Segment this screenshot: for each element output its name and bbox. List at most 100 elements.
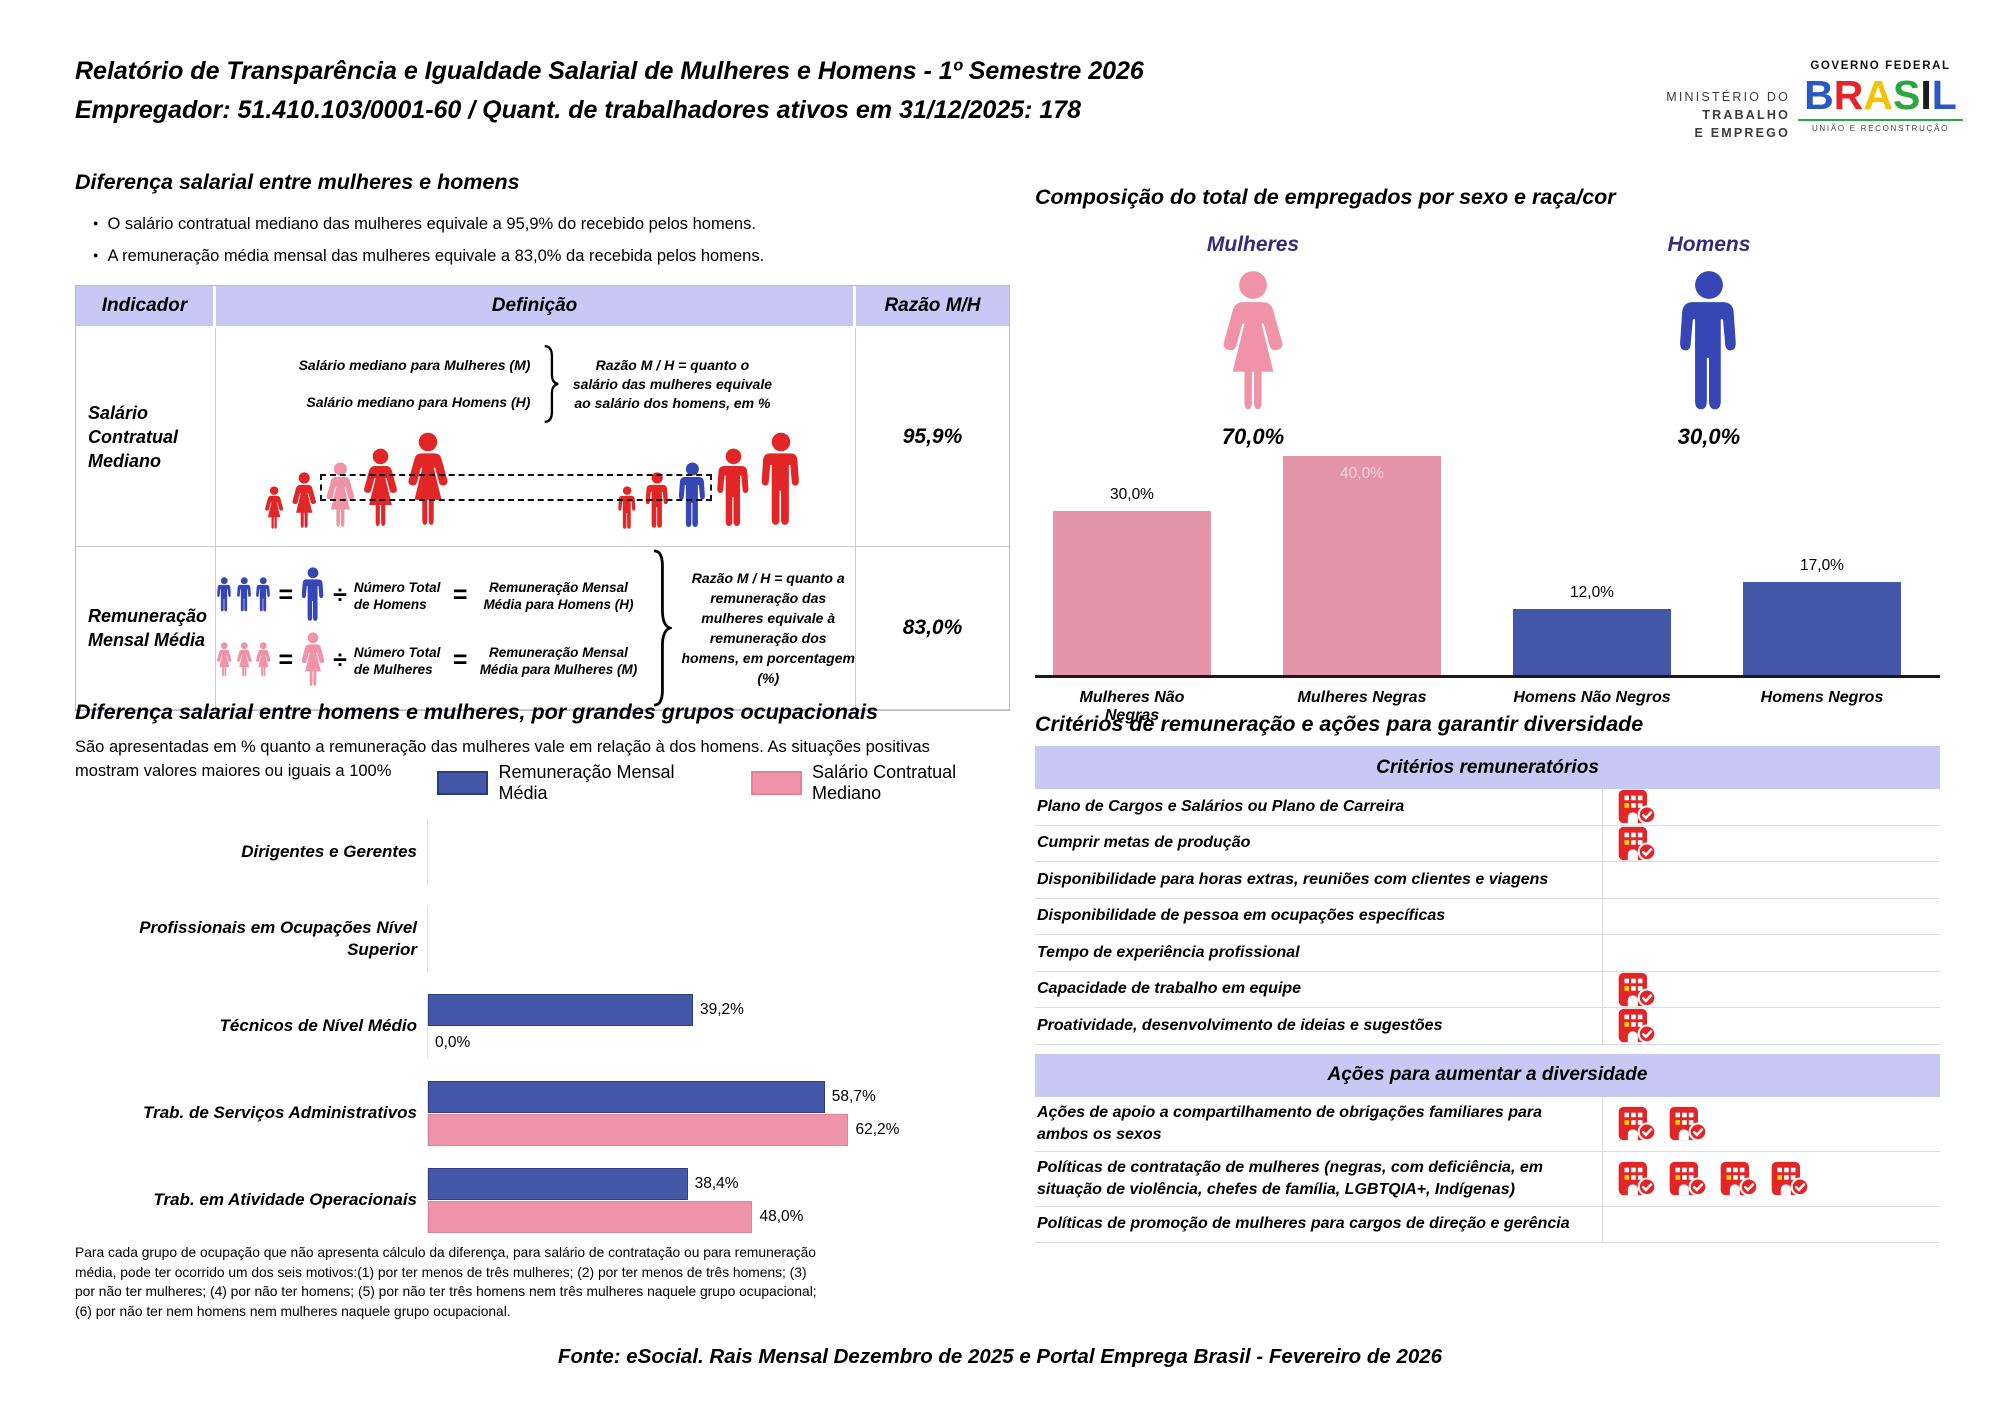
occupational-section: Diferença salarial entre homens e mulher… [75, 700, 1015, 1254]
equals-sign: = [452, 581, 468, 609]
indicator-median-salary: Salário Contratual Mediano [76, 328, 216, 547]
occupational-bar-value: 48,0% [759, 1207, 804, 1225]
occupational-bar-row: 0,0% [428, 1026, 1005, 1059]
man-figure-icon [255, 577, 272, 614]
median-men-line: Salário mediano para Homens (H) [306, 394, 531, 410]
brasil-letter: B [1804, 72, 1834, 118]
comp-bar [1513, 609, 1671, 675]
brace-icon [545, 345, 559, 423]
median-dashed-box [320, 474, 712, 501]
criteria-row: Proatividade, desenvolvimento de ideias … [1035, 1008, 1940, 1045]
building-check-icon [1617, 1008, 1657, 1043]
woman-figure-icon [291, 472, 317, 532]
legend-item-remuneracao: Remuneração Mensal Média [437, 762, 713, 804]
criteria-section: Critérios de remuneração e ações para ga… [1035, 712, 1940, 1243]
occupational-group-label: Trab. em Atividade Operacionais [153, 1190, 417, 1209]
criteria-checks [1603, 1008, 1657, 1044]
occupational-group-label: Profissionais em Ocupações Nível Superio… [139, 918, 417, 959]
comp-bar-column: 40,0% [1283, 455, 1441, 675]
occupational-bar-value: 0,0% [435, 1033, 471, 1051]
woman-figure-icon [264, 486, 284, 532]
occupational-group-label: Trab. de Serviços Administrativos [143, 1103, 417, 1122]
women-label: Mulheres [1206, 233, 1300, 256]
comp-bar: 40,0% [1283, 455, 1441, 675]
criteria-row: Plano de Cargos e Salários ou Plano de C… [1035, 789, 1940, 826]
criteria-rows-diversity: Ações de apoio a compartilhamento de obr… [1035, 1096, 1940, 1243]
building-check-icon [1719, 1161, 1759, 1196]
man-icon [1665, 270, 1753, 420]
criteria-checks [1603, 935, 1617, 971]
women-result-label: Remuneração Mensal Média para Mulheres (… [479, 644, 638, 677]
occupational-group-label: Dirigentes e Gerentes [241, 842, 417, 861]
building-check-icon [1617, 972, 1657, 1007]
men-result-label: Remuneração Mensal Média para Homens (H) [483, 579, 634, 612]
woman-figure-icon [255, 642, 272, 679]
men-label: Homens [1667, 233, 1751, 256]
women-divisor-label: Número Total de Mulheres [353, 644, 441, 677]
man-figure-icon [759, 432, 803, 532]
building-check-icon [1668, 1106, 1708, 1141]
criteria-heading: Critérios de remuneração e ações para ga… [1035, 712, 1644, 736]
composition-men: Homens 30,0% [1609, 233, 1809, 450]
occupational-bar-row: 48,0% [428, 1200, 1005, 1233]
composition-women: Mulheres 70,0% [1153, 233, 1353, 450]
legend-item-salario: Salário Contratual Mediano [750, 762, 1015, 804]
ministry-logo-line1: MINISTÉRIO DO [1666, 90, 1790, 104]
women-percentage: 70,0% [1221, 424, 1285, 449]
mean-ratio-note: Razão M / H = quanto a remuneração das m… [681, 570, 855, 686]
comp-bar-value: 40,0% [1340, 464, 1384, 482]
occupational-footnote: Para cada grupo de ocupação que não apre… [75, 1245, 817, 1319]
divide-sign: ÷ [333, 581, 347, 609]
criteria-label: Proatividade, desenvolvimento de ideias … [1035, 1008, 1603, 1044]
gov-federal-label: GOVERNO FEDERAL [1810, 60, 1951, 72]
bullet-median-salary: O salário contratual mediano das mulhere… [75, 208, 1010, 240]
criteria-row: Cumprir metas de produção [1035, 825, 1940, 862]
occupational-bar-blue [428, 993, 693, 1026]
criteria-table: Critérios remuneratórios Plano de Cargos… [1035, 746, 1940, 1243]
criteria-label: Tempo de experiência profissional [1035, 935, 1603, 971]
gov-slogan: UNIÃO E RECONSTRUÇÃO [1798, 119, 1963, 133]
source-footer: Fonte: eSocial. Rais Mensal Dezembro de … [557, 1345, 1443, 1368]
occupational-group-label: Técnicos de Nível Médio [219, 1016, 417, 1035]
occupational-bar-pink [428, 1200, 753, 1233]
ministry-logo: MINISTÉRIO DO TRABALHO E EMPREGO [1555, 88, 1790, 142]
report-title-line1: Relatório de Transparência e Igualdade S… [75, 57, 1144, 85]
comp-category-label: Mulheres Negras [1297, 689, 1427, 706]
median-ratio-note: Razão M / H = quanto o salário das mulhe… [572, 356, 773, 411]
occupational-bar-blue [428, 1167, 688, 1200]
men-formula-row: = ÷ Número Total de Homens = Remuneração… [216, 567, 642, 625]
criteria-row: Capacidade de trabalho em equipe [1035, 971, 1940, 1008]
equals-sign: = [278, 646, 294, 674]
col-header-razao: Razão M/H [856, 286, 1009, 328]
criteria-label: Plano de Cargos e Salários ou Plano de C… [1035, 789, 1603, 825]
legend-swatch-blue [437, 771, 489, 795]
occupational-group: Trab. de Serviços Administrativos 58,7% 62… [75, 1080, 1015, 1146]
occupational-group-bars [427, 906, 1005, 972]
woman-large-figure [300, 632, 326, 690]
comp-bar [1053, 510, 1211, 675]
criteria-checks [1603, 1207, 1617, 1243]
women-formula-row: = ÷ Número Total de Mulheres = Remuneraç… [216, 632, 642, 690]
occupational-group-bars [427, 819, 1005, 885]
occupational-bar-row: 38,4% [428, 1167, 1005, 1200]
salary-table: Indicador Definição Razão M/H Salário Co… [75, 285, 1010, 711]
occupational-bar-value: 39,2% [699, 1000, 744, 1018]
woman-figure-icon [300, 632, 326, 690]
comp-bar [1743, 581, 1901, 675]
occupational-group-bars: 38,4% 48,0% [427, 1167, 1005, 1233]
col-header-indicador: Indicador [76, 286, 216, 328]
occupational-bar-blue [428, 1080, 825, 1113]
comp-category-label: Mulheres Não Negras [1079, 689, 1185, 724]
occupational-bar-value: 62,2% [855, 1120, 900, 1138]
brasil-letter: I [1920, 72, 1932, 118]
criteria-checks [1603, 789, 1657, 825]
col-header-definicao: Definição [216, 286, 856, 328]
building-check-icon [1617, 789, 1657, 824]
criteria-row: Tempo de experiência profissional [1035, 935, 1940, 972]
equals-sign: = [278, 581, 294, 609]
building-check-icon [1668, 1161, 1708, 1196]
ministry-logo-line2: TRABALHO [1702, 108, 1790, 122]
bullet-mean-remuneration: A remuneração média mensal das mulheres … [75, 240, 1010, 272]
occupational-group-bars: 58,7% 62,2% [427, 1080, 1005, 1146]
criteria-row: Políticas de contratação de mulheres (ne… [1035, 1151, 1940, 1207]
